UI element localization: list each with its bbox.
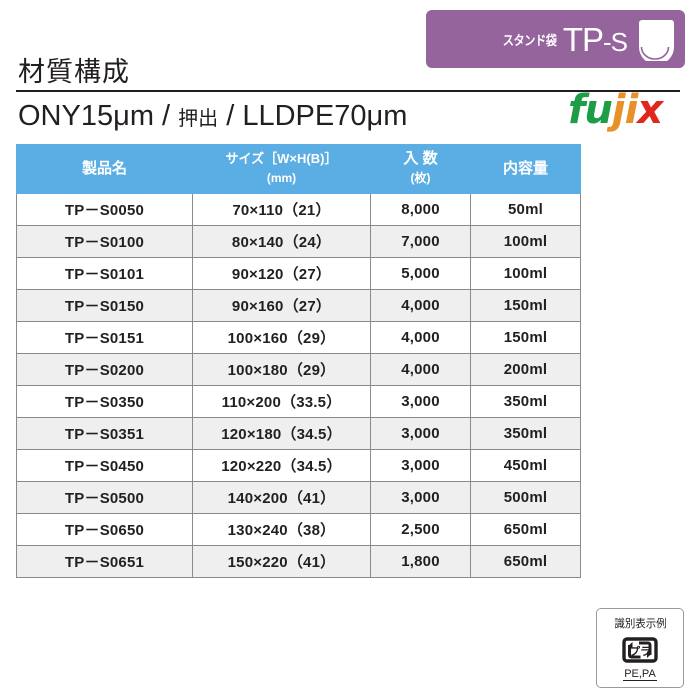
table-row: TP－S0651 150×220（41） 1,800 650ml — [16, 545, 581, 578]
cell-product-name: TP－S0651 — [16, 545, 193, 578]
cell-product-quantity: 7,000 — [370, 225, 471, 258]
table-row: TP－S0350 110×200（33.5） 3,000 350ml — [16, 385, 581, 418]
cell-product-size: 150×220（41） — [192, 545, 371, 578]
cell-product-name: TP－S0101 — [16, 257, 193, 290]
cell-product-volume: 350ml — [470, 385, 581, 418]
cell-product-quantity: 4,000 — [370, 353, 471, 386]
column-header-label: 入 数 — [403, 150, 438, 168]
table-row: TP－S0450 120×220（34.5） 3,000 450ml — [16, 449, 581, 482]
table-row: TP－S0100 80×140（24） 7,000 100ml — [16, 225, 581, 258]
table-header-row: 製品名 サイズ［W×H(B)］ (mm) 入 数 (枚) 内容量 — [16, 144, 581, 194]
cell-product-quantity: 5,000 — [370, 257, 471, 290]
cell-product-name: TP－S0500 — [16, 481, 193, 514]
cell-product-size: 70×110（21） — [192, 193, 371, 226]
cell-product-volume: 150ml — [470, 321, 581, 354]
cell-product-size: 130×240（38） — [192, 513, 371, 546]
identification-title: 識別表示例 — [613, 618, 667, 630]
column-header-label: 内容量 — [502, 159, 548, 177]
column-header-quantity: 入 数 (枚) — [370, 144, 471, 194]
cell-product-name: TP－S0351 — [16, 417, 193, 450]
cell-product-size: 90×160（27） — [192, 289, 371, 322]
material-unit-1: μm — [113, 100, 154, 132]
column-header-sublabel: (枚) — [410, 171, 431, 185]
title-divider — [16, 90, 680, 92]
material-composition-line: ONY15μm / 押出 / LLDPE70μm — [18, 100, 407, 133]
logo-part-1: fu — [568, 87, 613, 133]
badge-product-code: TP-S — [562, 20, 628, 58]
cell-product-size: 100×180（29） — [192, 353, 371, 386]
column-header-sublabel: (mm) — [266, 171, 297, 185]
cell-product-volume: 150ml — [470, 289, 581, 322]
cell-product-volume: 50ml — [470, 193, 581, 226]
cell-product-name: TP－S0050 — [16, 193, 193, 226]
table-row: TP－S0101 90×120（27） 5,000 100ml — [16, 257, 581, 290]
badge-code-suffix: -S — [603, 26, 628, 57]
column-header-label: サイズ［W×H(B)］ — [225, 151, 338, 167]
table-row: TP－S0351 120×180（34.5） 3,000 350ml — [16, 417, 581, 450]
cell-product-name: TP－S0450 — [16, 449, 193, 482]
cell-product-size: 80×140（24） — [192, 225, 371, 258]
table-row: TP－S0151 100×160（29） 4,000 150ml — [16, 321, 581, 354]
logo-part-2: ji — [611, 87, 638, 133]
cell-product-name: TP－S0150 — [16, 289, 193, 322]
logo-part-3: x — [637, 87, 663, 133]
cell-product-size: 100×160（29） — [192, 321, 371, 354]
fujix-logo: fujix — [568, 87, 663, 133]
cell-product-volume: 200ml — [470, 353, 581, 386]
cell-product-size: 120×180（34.5） — [192, 417, 371, 450]
cell-product-quantity: 1,800 — [370, 545, 471, 578]
cell-product-quantity: 8,000 — [370, 193, 471, 226]
cell-product-size: 90×120（27） — [192, 257, 371, 290]
cell-product-quantity: 2,500 — [370, 513, 471, 546]
material-separator-1: / — [153, 100, 179, 132]
material-unit-3: μm — [366, 100, 408, 132]
table-row: TP－S0050 70×110（21） 8,000 50ml — [16, 193, 581, 226]
column-header-volume: 内容量 — [470, 144, 581, 194]
cell-product-quantity: 4,000 — [370, 289, 471, 322]
product-spec-table: 製品名 サイズ［W×H(B)］ (mm) 入 数 (枚) 内容量 TP－S005… — [16, 144, 581, 578]
cell-product-quantity: 3,000 — [370, 481, 471, 514]
cell-product-volume: 450ml — [470, 449, 581, 482]
table-row: TP－S0650 130×240（38） 2,500 650ml — [16, 513, 581, 546]
cell-product-volume: 100ml — [470, 225, 581, 258]
cell-product-name: TP－S0200 — [16, 353, 193, 386]
cell-product-size: 120×220（34.5） — [192, 449, 371, 482]
table-row: TP－S0200 100×180（29） 4,000 200ml — [16, 353, 581, 386]
cell-product-name: TP－S0100 — [16, 225, 193, 258]
badge-kana-label: スタンド袋 — [503, 32, 557, 48]
identification-materials: PE,PA — [623, 668, 657, 682]
column-header-product-name: 製品名 — [16, 144, 193, 194]
table-row: TP－S0150 90×160（27） 4,000 150ml — [16, 289, 581, 322]
cell-product-name: TP－S0350 — [16, 385, 193, 418]
cell-product-quantity: 3,000 — [370, 417, 471, 450]
material-layer-2: 押出 — [178, 108, 219, 130]
badge-code-main: TP — [562, 20, 604, 58]
column-header-size: サイズ［W×H(B)］ (mm) — [192, 144, 371, 194]
identification-mark-box: 識別表示例 プラ PE,PA — [596, 608, 684, 688]
cell-product-quantity: 3,000 — [370, 449, 471, 482]
svg-text:プラ: プラ — [629, 644, 651, 658]
cell-product-volume: 350ml — [470, 417, 581, 450]
cell-product-quantity: 3,000 — [370, 385, 471, 418]
cell-product-quantity: 4,000 — [370, 321, 471, 354]
table-row: TP－S0500 140×200（41） 3,000 500ml — [16, 481, 581, 514]
material-separator-2: / — [218, 100, 243, 132]
cell-product-name: TP－S0650 — [16, 513, 193, 546]
cell-product-name: TP－S0151 — [16, 321, 193, 354]
product-badge: スタンド袋 TP-S — [426, 10, 685, 68]
cell-product-size: 140×200（41） — [192, 481, 371, 514]
plastic-recycle-icon: プラ — [622, 637, 658, 663]
cell-product-volume: 100ml — [470, 257, 581, 290]
stand-pouch-icon — [639, 20, 674, 61]
cell-product-volume: 500ml — [470, 481, 581, 514]
material-layer-1: ONY15 — [18, 100, 114, 132]
material-layer-3: LLDPE70 — [242, 100, 367, 132]
cell-product-volume: 650ml — [470, 513, 581, 546]
column-header-label: 製品名 — [81, 159, 127, 177]
page-title: 材質構成 — [18, 57, 130, 87]
cell-product-size: 110×200（33.5） — [192, 385, 371, 418]
cell-product-volume: 650ml — [470, 545, 581, 578]
